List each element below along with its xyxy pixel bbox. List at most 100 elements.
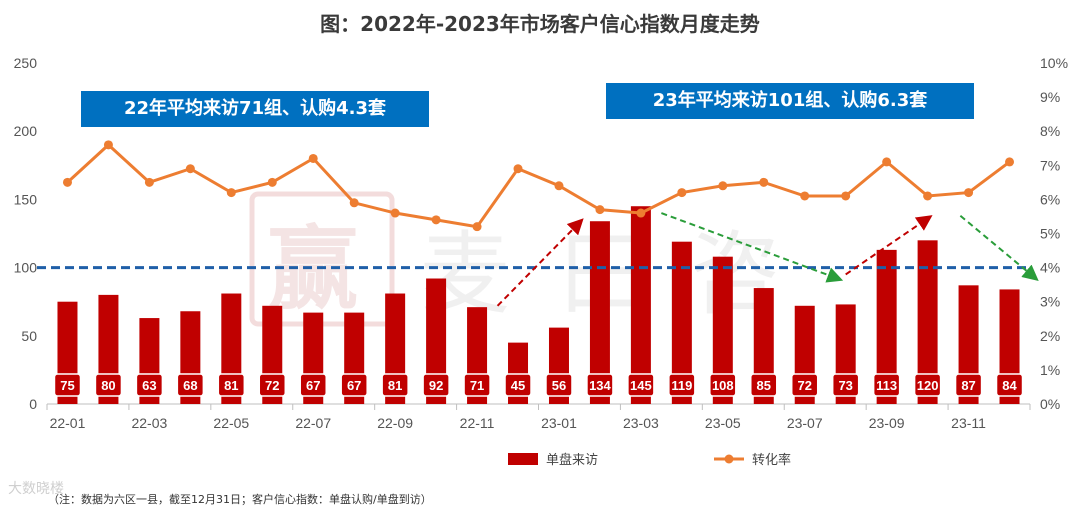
bar-value-label: 113 xyxy=(876,378,897,393)
bar-value-box xyxy=(709,373,737,397)
bar-value-box xyxy=(750,373,778,397)
line-point xyxy=(103,140,113,150)
bar-visits xyxy=(917,240,938,404)
bar-value-box xyxy=(176,373,205,397)
bar-value-label: 119 xyxy=(671,378,692,393)
x-tick-label: 23-05 xyxy=(705,415,741,431)
x-tick-label: 22-01 xyxy=(50,415,86,431)
bar-value-box xyxy=(586,373,614,397)
line-point xyxy=(1005,157,1015,167)
line-point xyxy=(390,208,400,218)
bar-value-box xyxy=(217,373,246,397)
line-point xyxy=(144,177,154,187)
bar-value-box xyxy=(668,373,696,397)
bar-value-box xyxy=(94,373,123,397)
x-tick-label: 22-11 xyxy=(460,415,495,431)
y-right-tick-label: 9% xyxy=(1040,89,1060,105)
line-point xyxy=(718,181,728,191)
line-point xyxy=(841,191,851,201)
bar-value-box xyxy=(381,373,409,397)
bar-value-label: 71 xyxy=(470,378,484,393)
y-left-tick-label: 0 xyxy=(29,396,37,412)
bar-value-box xyxy=(463,373,491,397)
x-tick-label: 22-03 xyxy=(131,415,167,431)
y-left-tick-label: 50 xyxy=(21,328,37,344)
banner-2023-summary: 23年平均来访101组、认购6.3套 xyxy=(606,83,974,119)
y-right-tick-label: 5% xyxy=(1040,226,1060,242)
y-right-tick-label: 6% xyxy=(1040,191,1060,207)
bar-value-box xyxy=(913,373,942,397)
bar-value-box xyxy=(790,373,819,397)
bar-value-label: 75 xyxy=(60,378,74,393)
legend-line-label: 转化率 xyxy=(752,452,791,468)
x-tick-label: 23-07 xyxy=(787,415,823,431)
x-tick-label: 23-01 xyxy=(541,415,577,431)
y-right-tick-label: 2% xyxy=(1040,328,1060,344)
x-tick-label: 23-09 xyxy=(869,415,905,431)
line-point xyxy=(185,164,195,174)
banner-2022-summary: 22年平均来访71组、认购4.3套 xyxy=(81,91,429,127)
line-point xyxy=(595,205,605,215)
line-point xyxy=(882,157,892,167)
bar-value-label: 80 xyxy=(101,378,115,393)
bar-visits xyxy=(671,241,692,404)
bar-value-label: 81 xyxy=(224,378,238,393)
bar-value-label: 72 xyxy=(797,378,811,393)
bar-visits xyxy=(630,206,651,404)
bar-value-label: 81 xyxy=(388,378,402,393)
watermark-text: 赢 xyxy=(268,217,358,322)
x-tick-label: 23-03 xyxy=(623,415,659,431)
line-point xyxy=(677,188,687,198)
bar-value-label: 68 xyxy=(183,378,197,393)
line-point xyxy=(636,208,646,218)
bar-value-label: 145 xyxy=(630,378,652,393)
line-point xyxy=(759,177,769,187)
y-right-tick-label: 0% xyxy=(1040,396,1060,412)
bar-value-box xyxy=(340,373,368,397)
bar-value-box xyxy=(135,373,164,397)
y-left-tick-label: 250 xyxy=(14,55,38,71)
line-point xyxy=(431,215,441,225)
bar-value-label: 63 xyxy=(142,378,156,393)
line-point xyxy=(267,177,277,187)
trend-arrow xyxy=(959,214,1039,281)
line-point xyxy=(964,188,974,198)
bar-value-label: 45 xyxy=(511,378,525,393)
trend-arrow xyxy=(661,212,844,283)
bar-value-box xyxy=(504,373,532,397)
footnote: （注：数据为六区一县，截至12月31日；客户信心指数：单盘认购/单盘到访） xyxy=(48,493,432,506)
x-tick-label: 22-09 xyxy=(377,415,413,431)
y-left-tick-label: 200 xyxy=(14,123,38,139)
bar-value-label: 67 xyxy=(347,378,361,393)
bar-value-box xyxy=(954,373,983,397)
watermark-logo: 大数晓楼 xyxy=(8,481,64,497)
bar-value-label: 72 xyxy=(265,378,279,393)
bar-value-box xyxy=(299,373,327,397)
bar-value-label: 134 xyxy=(589,378,611,393)
bar-value-box xyxy=(831,373,860,397)
bar-value-box xyxy=(258,373,287,397)
y-left-tick-label: 150 xyxy=(14,191,38,207)
bar-value-box xyxy=(627,373,655,397)
legend-bar-label: 单盘来访 xyxy=(546,452,598,468)
bar-value-label: 85 xyxy=(757,378,771,393)
bar-value-box xyxy=(872,373,901,397)
line-point xyxy=(62,177,72,187)
line-conversion-rate xyxy=(66,142,1011,229)
line-point xyxy=(800,191,810,201)
bar-value-label: 108 xyxy=(712,378,734,393)
line-point xyxy=(226,188,236,198)
chart-title: 图：2022年-2023年市场客户信心指数月度走势 xyxy=(320,12,760,36)
bar-value-box xyxy=(545,373,573,397)
line-point xyxy=(554,181,564,191)
bar-value-label: 73 xyxy=(838,378,852,393)
line-point xyxy=(923,191,933,201)
y-right-tick-label: 8% xyxy=(1040,123,1060,139)
bar-value-box xyxy=(995,373,1024,397)
bar-value-label: 84 xyxy=(1002,378,1017,393)
bar-visits xyxy=(712,256,733,404)
y-right-tick-label: 7% xyxy=(1040,157,1060,173)
bar-value-label: 120 xyxy=(917,378,939,393)
bar-visits xyxy=(876,249,897,404)
